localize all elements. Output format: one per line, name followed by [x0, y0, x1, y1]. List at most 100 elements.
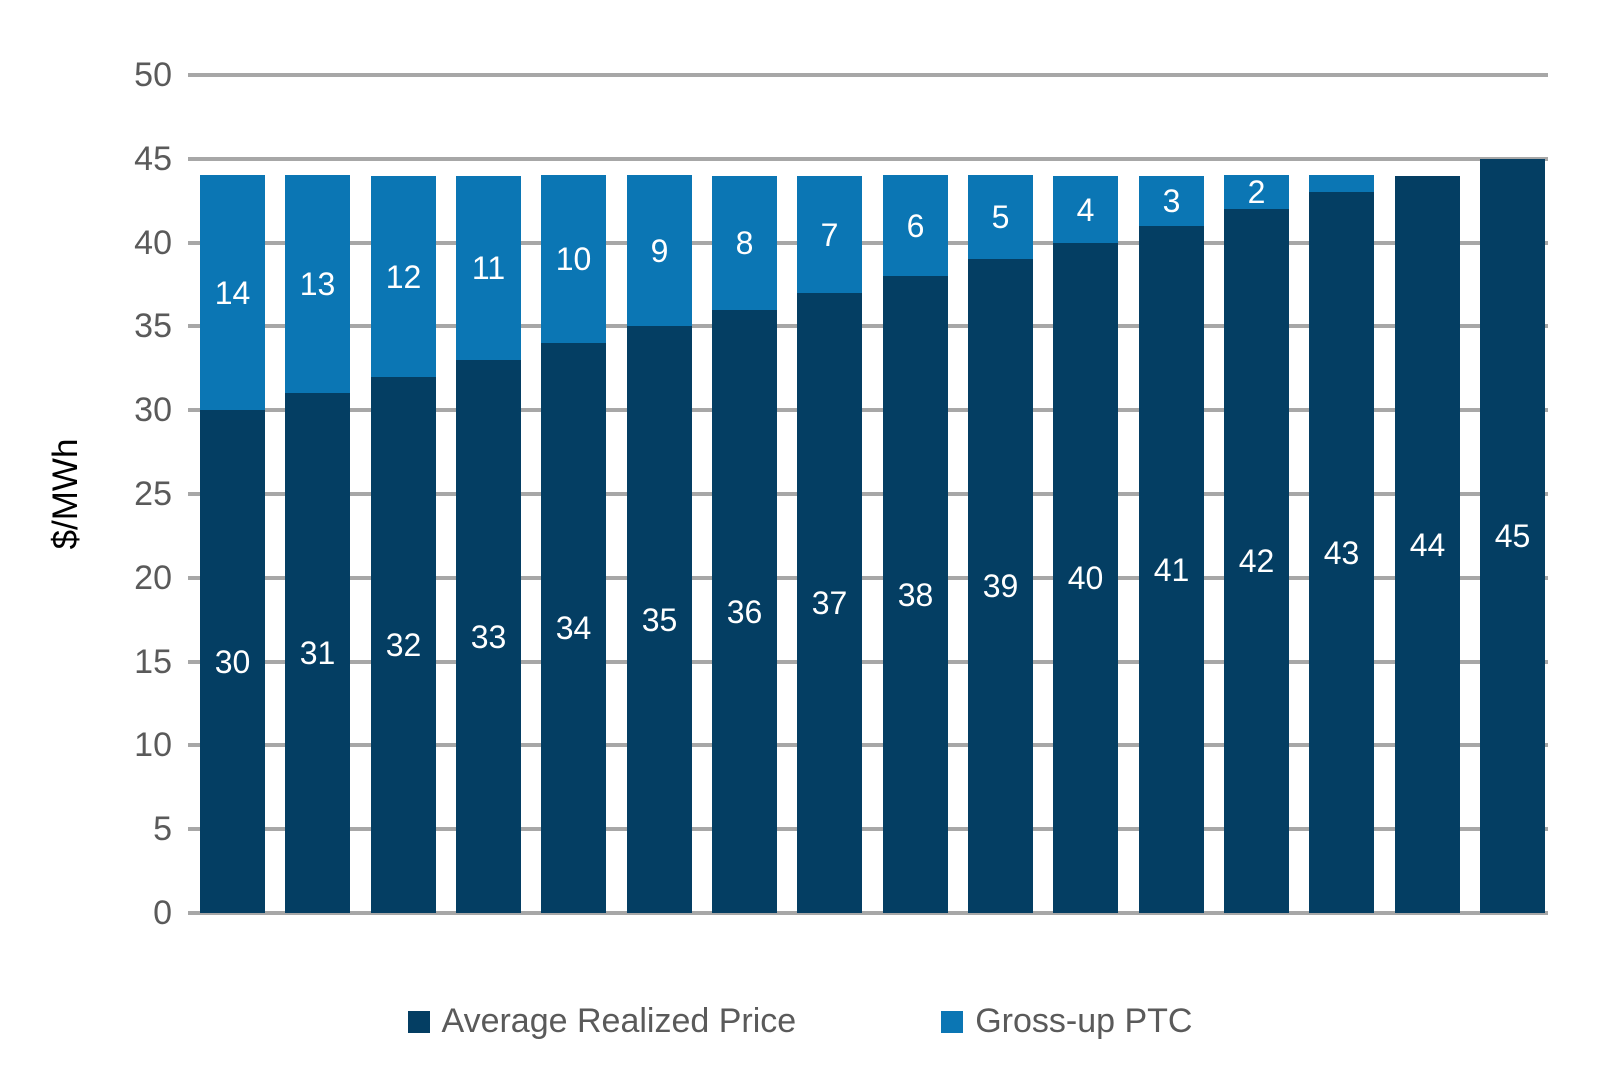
gridline-50 — [188, 73, 1548, 77]
bar-16: 45 — [1480, 159, 1545, 913]
legend-marker-average-realized-price — [407, 1010, 430, 1033]
y-tick-label-5: 5 — [153, 810, 172, 849]
bar-10: 5 39 — [968, 175, 1033, 913]
bar-value-label-gross-up-ptc-13: 2 — [1247, 174, 1266, 210]
bar-segment-average-realized-price-9: 38 — [883, 276, 948, 913]
bar-segment-average-realized-price-1: 30 — [200, 410, 265, 913]
bar-segment-average-realized-price-12: 41 — [1139, 226, 1204, 913]
bar-value-label-gross-up-ptc-8: 7 — [820, 216, 839, 253]
bar-value-label-average-realized-price-2: 31 — [299, 635, 336, 671]
bar-segment-gross-up-ptc-12: 3 — [1139, 176, 1204, 226]
bar-segment-average-realized-price-4: 33 — [456, 360, 521, 913]
legend-item-average-realized-price: Average Realized Price — [407, 1002, 797, 1040]
bar-8: 7 37 — [797, 176, 862, 913]
bar-2: 13 31 — [285, 175, 350, 913]
legend-item-gross-up-ptc: Gross-up PTC — [941, 1002, 1193, 1040]
y-tick-label-30: 30 — [134, 391, 172, 430]
bar-segment-gross-up-ptc-1: 14 — [200, 175, 265, 410]
bar-value-label-average-realized-price-8: 37 — [811, 585, 848, 621]
bar-value-label-gross-up-ptc-4: 11 — [471, 250, 506, 286]
bar-11: 4 40 — [1053, 176, 1118, 913]
y-tick-label-25: 25 — [134, 475, 172, 513]
bar-value-label-gross-up-ptc-5: 10 — [555, 241, 592, 277]
bar-value-label-gross-up-ptc-2: 13 — [299, 266, 336, 302]
gridline-45 — [188, 156, 1548, 161]
legend: Average Realized Price Gross-up PTC — [0, 1002, 1600, 1040]
bar-value-label-gross-up-ptc-9: 6 — [906, 207, 925, 244]
bar-13: 2 42 — [1224, 175, 1289, 913]
bar-value-label-average-realized-price-10: 39 — [982, 568, 1019, 604]
bar-value-label-average-realized-price-1: 30 — [214, 643, 251, 680]
bar-segment-gross-up-ptc-4: 11 — [456, 176, 521, 360]
bar-value-label-average-realized-price-11: 40 — [1067, 560, 1104, 596]
bar-segment-average-realized-price-8: 37 — [797, 293, 862, 913]
bar-5: 10 34 — [541, 175, 606, 913]
bar-segment-average-realized-price-5: 34 — [541, 343, 606, 913]
bar-value-label-average-realized-price-15: 44 — [1409, 526, 1446, 563]
bar-1: 14 30 — [200, 175, 265, 913]
bar-value-label-average-realized-price-12: 41 — [1153, 551, 1190, 588]
bar-value-label-average-realized-price-3: 32 — [385, 627, 422, 663]
bar-segment-average-realized-price-11: 40 — [1053, 243, 1118, 913]
bar-segment-gross-up-ptc-7: 8 — [712, 176, 777, 310]
bar-value-label-average-realized-price-16: 45 — [1494, 518, 1531, 554]
bar-6: 9 35 — [627, 175, 692, 913]
y-tick-label-40: 40 — [134, 223, 172, 262]
bar-value-label-gross-up-ptc-3: 12 — [385, 258, 422, 295]
bar-15: 44 — [1395, 176, 1460, 913]
bar-segment-gross-up-ptc-14 — [1309, 175, 1374, 192]
gridline-0 — [188, 911, 1548, 915]
legend-label-average-realized-price: Average Realized Price — [441, 1002, 797, 1040]
bar-segment-gross-up-ptc-10: 5 — [968, 175, 1033, 259]
bar-14: 43 — [1309, 175, 1374, 913]
bar-12: 3 41 — [1139, 176, 1204, 913]
gridline-30 — [188, 408, 1548, 413]
bar-segment-average-realized-price-13: 42 — [1224, 209, 1289, 913]
bar-segment-gross-up-ptc-13: 2 — [1224, 175, 1289, 209]
bar-segment-gross-up-ptc-11: 4 — [1053, 176, 1118, 243]
bar-segment-gross-up-ptc-6: 9 — [627, 175, 692, 326]
bar-value-label-gross-up-ptc-10: 5 — [991, 199, 1010, 235]
gridline-5 — [188, 827, 1548, 832]
bar-value-label-average-realized-price-7: 36 — [726, 593, 763, 630]
gridline-35 — [188, 324, 1548, 329]
bar-value-label-average-realized-price-6: 35 — [641, 601, 678, 638]
bar-value-label-average-realized-price-5: 34 — [555, 610, 592, 646]
bar-4: 11 33 — [456, 176, 521, 913]
bar-segment-average-realized-price-14: 43 — [1309, 192, 1374, 913]
bar-value-label-gross-up-ptc-12: 3 — [1162, 183, 1181, 219]
bar-segment-average-realized-price-6: 35 — [627, 326, 692, 913]
bar-3: 12 32 — [371, 176, 436, 913]
gridline-15 — [188, 659, 1548, 664]
y-tick-label-50: 50 — [134, 56, 172, 94]
bar-value-label-gross-up-ptc-1: 14 — [214, 274, 251, 311]
y-tick-label-15: 15 — [134, 642, 172, 681]
bar-value-label-average-realized-price-13: 42 — [1238, 543, 1275, 579]
bar-segment-gross-up-ptc-5: 10 — [541, 175, 606, 343]
bar-value-label-gross-up-ptc-6: 9 — [650, 232, 669, 269]
y-axis-title: $/MWh — [46, 438, 85, 550]
bar-segment-average-realized-price-7: 36 — [712, 310, 777, 913]
bar-segment-gross-up-ptc-9: 6 — [883, 175, 948, 276]
y-tick-label-10: 10 — [134, 726, 172, 765]
y-tick-label-0: 0 — [153, 894, 172, 932]
bar-9: 6 38 — [883, 175, 948, 913]
y-tick-label-20: 20 — [134, 558, 172, 597]
legend-marker-gross-up-ptc — [941, 1010, 964, 1033]
bar-segment-average-realized-price-15: 44 — [1395, 176, 1460, 913]
bar-value-label-average-realized-price-14: 43 — [1323, 534, 1360, 571]
y-tick-label-45: 45 — [134, 139, 172, 178]
plot-area: 0 5 10 15 20 25 30 35 40 45 50 14 30 13 31 12 32 11 33 10 34… — [134, 58, 1548, 930]
bar-value-label-gross-up-ptc-7: 8 — [735, 225, 754, 261]
bar-segment-average-realized-price-2: 31 — [285, 393, 350, 913]
bar-value-label-gross-up-ptc-11: 4 — [1076, 191, 1095, 228]
bar-segment-gross-up-ptc-3: 12 — [371, 176, 436, 377]
bar-segment-gross-up-ptc-8: 7 — [797, 176, 862, 293]
gridline-20 — [188, 575, 1548, 580]
gridline-25 — [188, 492, 1548, 496]
legend-label-gross-up-ptc: Gross-up PTC — [975, 1002, 1193, 1040]
bar-7: 8 36 — [712, 176, 777, 913]
y-tick-label-35: 35 — [134, 307, 172, 346]
bar-value-label-average-realized-price-4: 33 — [470, 618, 507, 655]
